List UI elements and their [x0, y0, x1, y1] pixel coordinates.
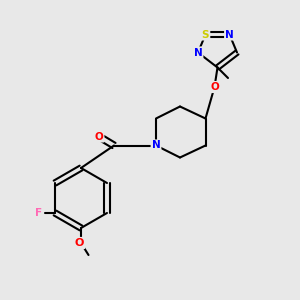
Text: S: S	[202, 29, 209, 40]
Text: N: N	[152, 140, 160, 151]
Text: N: N	[194, 47, 202, 58]
Text: O: O	[94, 131, 103, 142]
Text: N: N	[225, 29, 234, 40]
Text: O: O	[75, 238, 84, 248]
Text: O: O	[210, 82, 219, 92]
Text: F: F	[35, 208, 42, 218]
